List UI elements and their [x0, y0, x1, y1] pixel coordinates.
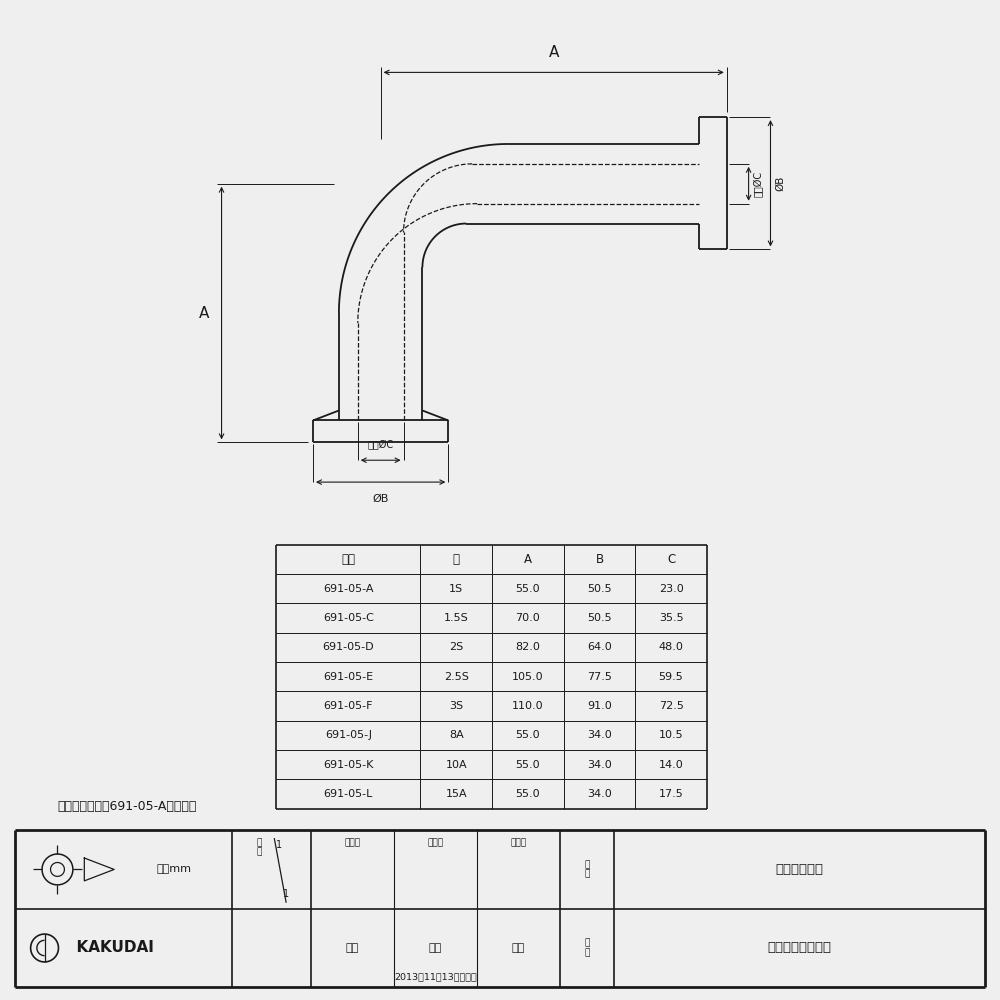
Text: 2.5S: 2.5S: [444, 672, 469, 682]
Text: 1.5S: 1.5S: [444, 613, 469, 623]
Text: A: A: [199, 306, 210, 321]
Text: 14.0: 14.0: [659, 760, 683, 770]
Text: 77.5: 77.5: [587, 672, 612, 682]
Text: 691-05-L: 691-05-L: [324, 789, 373, 799]
Text: 691-05-J: 691-05-J: [325, 730, 372, 740]
Text: KAKUDAI: KAKUDAI: [66, 940, 154, 955]
Text: 中本: 中本: [429, 943, 442, 953]
Text: 64.0: 64.0: [587, 642, 612, 652]
Text: 図中表に記載: 図中表に記載: [776, 863, 824, 876]
Text: 内径ØC: 内径ØC: [368, 440, 394, 450]
Text: A: A: [549, 45, 559, 60]
Text: 691-05-A: 691-05-A: [323, 584, 374, 594]
Text: 50.5: 50.5: [587, 613, 612, 623]
Text: 23.0: 23.0: [659, 584, 683, 594]
Text: B: B: [595, 553, 604, 566]
Text: 注：図面寸法は691-05-Aである。: 注：図面寸法は691-05-Aである。: [57, 800, 197, 813]
Text: 48.0: 48.0: [659, 642, 683, 652]
Text: 尺
度: 尺 度: [257, 838, 262, 857]
Text: A: A: [524, 553, 532, 566]
Text: 品番: 品番: [341, 553, 355, 566]
Text: ØB: ØB: [372, 494, 389, 504]
Text: 691-05-E: 691-05-E: [323, 672, 373, 682]
Text: 34.0: 34.0: [587, 789, 612, 799]
Text: 10A: 10A: [445, 760, 467, 770]
Text: 両ヘルールエルボ: 両ヘルールエルボ: [768, 941, 832, 954]
Text: 1S: 1S: [449, 584, 463, 594]
Text: 製　図: 製 図: [344, 838, 361, 847]
Text: 691-05-K: 691-05-K: [323, 760, 374, 770]
Text: 8A: 8A: [449, 730, 464, 740]
Text: 1: 1: [283, 889, 289, 899]
Text: 検　図: 検 図: [427, 838, 443, 847]
Text: 15A: 15A: [445, 789, 467, 799]
Text: 2013年11月13日　作成: 2013年11月13日 作成: [394, 972, 477, 981]
Text: 2S: 2S: [449, 642, 463, 652]
Text: 17.5: 17.5: [659, 789, 683, 799]
Text: 呼: 呼: [453, 553, 460, 566]
Text: 691-05-D: 691-05-D: [323, 642, 374, 652]
Text: 105.0: 105.0: [512, 672, 544, 682]
Text: 35.5: 35.5: [659, 613, 683, 623]
Text: 10.5: 10.5: [659, 730, 683, 740]
Text: 承　認: 承 認: [510, 838, 526, 847]
Text: 50.5: 50.5: [587, 584, 612, 594]
Text: C: C: [667, 553, 675, 566]
Text: 110.0: 110.0: [512, 701, 544, 711]
Text: 91.0: 91.0: [587, 701, 612, 711]
Text: 55.0: 55.0: [516, 760, 540, 770]
Text: 34.0: 34.0: [587, 760, 612, 770]
Text: 大西: 大西: [512, 943, 525, 953]
Text: 単位mm: 単位mm: [156, 864, 191, 874]
Text: 70.0: 70.0: [515, 613, 540, 623]
Text: ØB: ØB: [775, 176, 785, 191]
Text: 59.5: 59.5: [659, 672, 683, 682]
Text: 3S: 3S: [449, 701, 463, 711]
Text: 1: 1: [276, 840, 282, 850]
Text: 内径ØC: 内径ØC: [754, 171, 764, 197]
Text: 品
番: 品 番: [584, 860, 590, 879]
Text: 691-05-F: 691-05-F: [324, 701, 373, 711]
Text: 55.0: 55.0: [516, 730, 540, 740]
Text: 55.0: 55.0: [516, 789, 540, 799]
Text: 34.0: 34.0: [587, 730, 612, 740]
Text: 691-05-C: 691-05-C: [323, 613, 374, 623]
Text: 品
名: 品 名: [584, 939, 590, 957]
Text: 道端: 道端: [346, 943, 359, 953]
Text: 55.0: 55.0: [516, 584, 540, 594]
Text: 72.5: 72.5: [659, 701, 683, 711]
Text: 82.0: 82.0: [515, 642, 540, 652]
